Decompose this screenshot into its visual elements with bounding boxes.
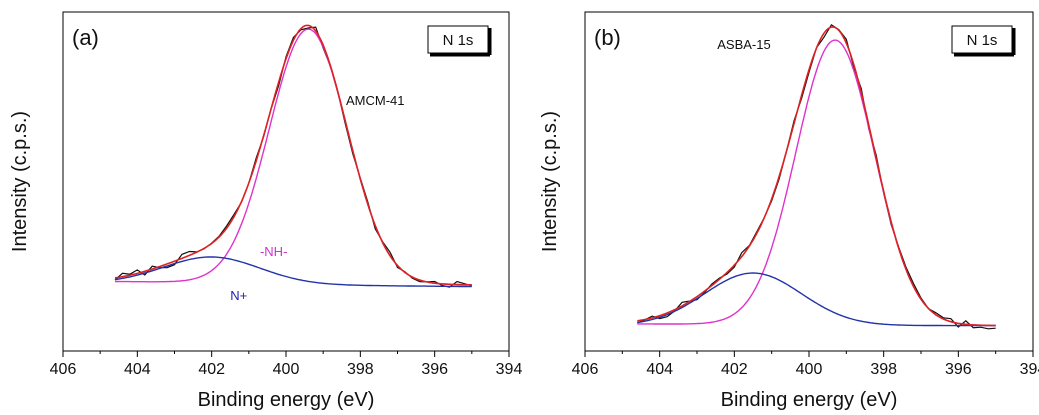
x-tick-label: 404: [646, 361, 673, 378]
x-tick-label: 396: [421, 361, 448, 378]
sample-label: ASBA-15: [717, 37, 770, 52]
x-tick-label: 394: [496, 361, 523, 378]
x-tick-label: 406: [50, 361, 77, 378]
plot-frame: [62, 11, 510, 352]
badge-box: [427, 25, 489, 54]
peak-annotation: -NH-: [260, 244, 287, 259]
badge-box: [951, 25, 1013, 54]
panel-label: (b): [594, 25, 621, 50]
peak-annotation: N+: [230, 288, 247, 303]
panel-b: 406 404 402 400 398 396 394 Binding energy (eV)…: [539, 11, 1039, 411]
x-tick-label: 404: [124, 361, 151, 378]
x-tick-label: 398: [347, 361, 374, 378]
badge-label: N 1s: [443, 32, 474, 49]
x-tick-label: 402: [198, 361, 225, 378]
envelope-fit-line: [637, 26, 996, 327]
envelope-fit-line: [114, 24, 472, 286]
panel-label: (a): [72, 25, 99, 50]
plot-frame: [584, 11, 1034, 352]
x-tick-label: 396: [945, 361, 972, 378]
x-tick-label: 394: [1020, 361, 1039, 378]
x-tick-label: 400: [796, 361, 823, 378]
y-axis-label: Intensity (c.p.s.): [539, 111, 561, 252]
x-tick-label: 400: [273, 361, 300, 378]
nh-component-line: [115, 28, 472, 286]
badge-label: N 1s: [967, 32, 998, 49]
n-plus-component-line: [114, 256, 472, 288]
x-tick-label: 406: [572, 361, 599, 378]
x-tick-label: 398: [870, 361, 897, 378]
sample-label: AMCM-41: [346, 93, 405, 108]
y-axis-label: Intensity (c.p.s.): [9, 111, 31, 252]
panel-a: 406 404 402 400 398 396 394 Binding energy (eV)…: [9, 11, 523, 411]
x-axis-label: Binding energy (eV): [721, 389, 898, 411]
x-axis-label: Binding energy (eV): [198, 389, 375, 411]
x-tick-label: 402: [721, 361, 748, 378]
nh-component-line: [637, 39, 996, 327]
n-plus-component-line: [637, 272, 996, 327]
raw-data-line: [114, 26, 472, 288]
